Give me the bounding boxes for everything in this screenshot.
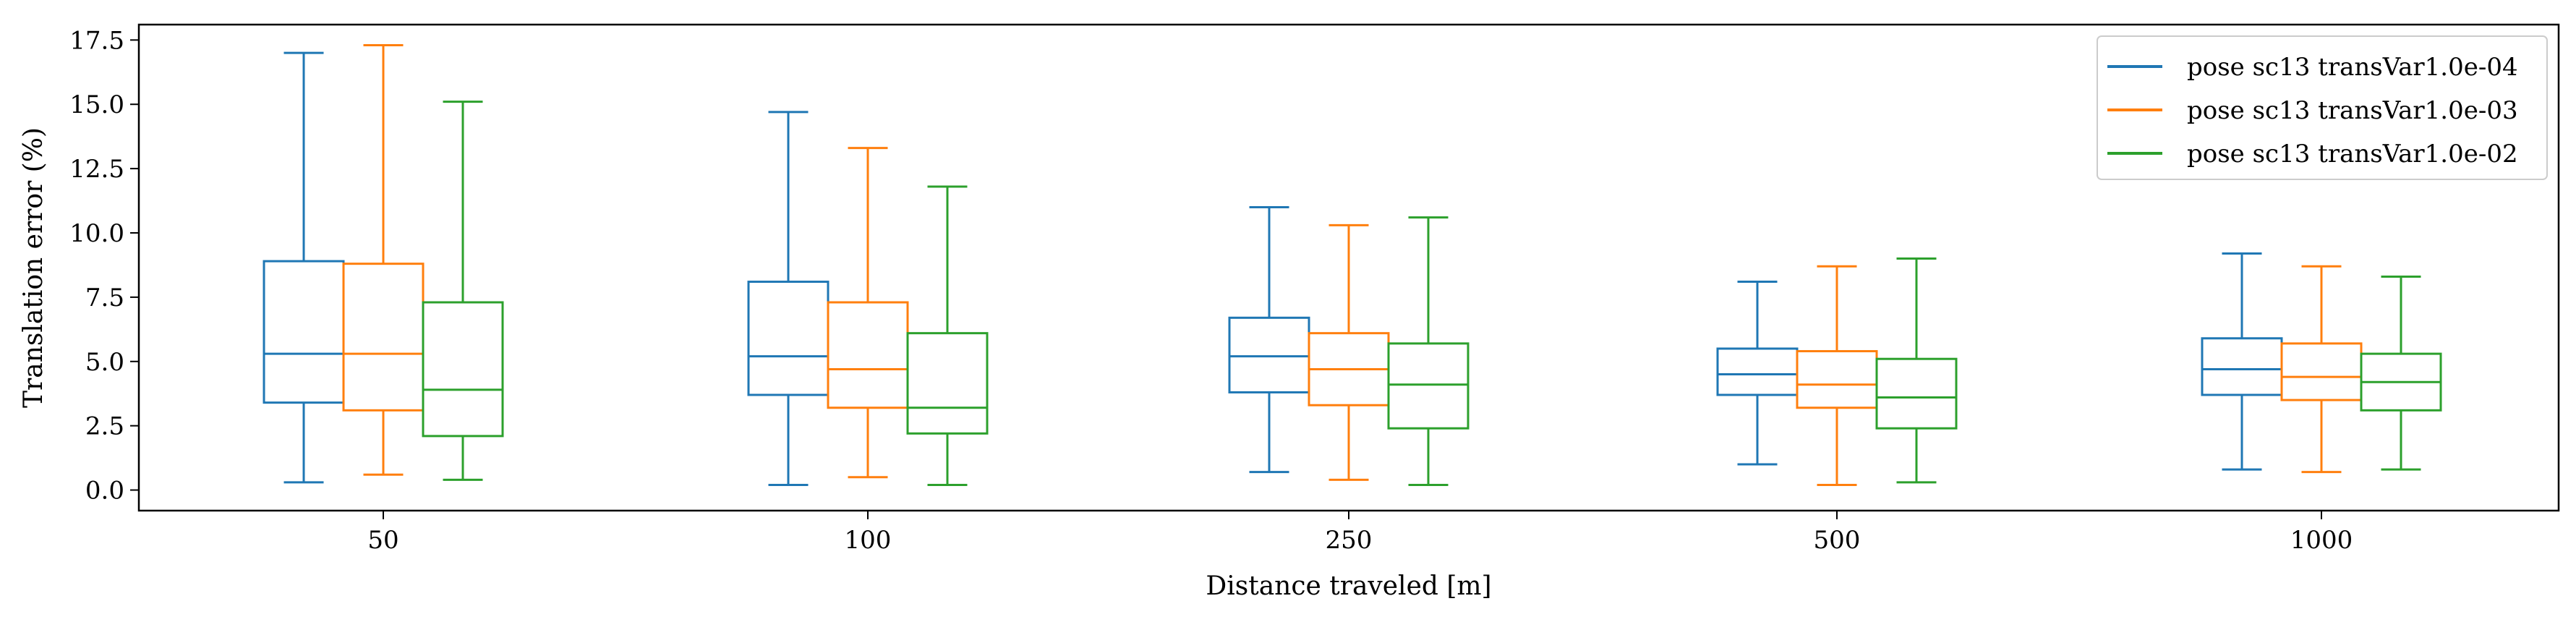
box: [1875, 357, 1958, 430]
y-axis: 0.0 2.5 5.0 7.5 10.0 12.5 15.0 17.5: [69, 26, 139, 506]
legend: pose sc13 transVar1.0e-04 pose sc13 trans…: [2097, 35, 2548, 180]
box: [1387, 342, 1470, 430]
legend-frame: [2097, 35, 2548, 180]
x-tick-label: 50: [367, 526, 398, 555]
y-tick-label: 12.5: [69, 155, 124, 184]
legend-label: pose sc13 transVar1.0e-04: [2187, 53, 2518, 82]
y-tick-label: 15.0: [69, 90, 124, 119]
x-axis-title: Distance traveled [m]: [1206, 571, 1491, 601]
y-tick-label: 7.5: [85, 284, 124, 312]
box-plot: [1387, 216, 1470, 486]
y-tick-label: 17.5: [69, 26, 124, 55]
x-axis: 50 100 250 500 1000: [367, 511, 2353, 555]
x-tick-label: 100: [845, 526, 892, 555]
y-tick-label: 10.0: [69, 219, 124, 248]
y-tick-label: 5.0: [85, 348, 124, 377]
box: [422, 301, 504, 438]
x-tick-label: 500: [1814, 526, 1861, 555]
y-axis-title: Translation error (%): [19, 127, 48, 408]
box-plot: [1875, 257, 1958, 484]
boxes-layer: [263, 43, 2442, 486]
box-plot: [422, 101, 504, 481]
x-tick-label: 1000: [2290, 526, 2353, 555]
box-plot: [2280, 265, 2363, 474]
box-plot: [263, 51, 345, 484]
x-tick-label: 250: [1326, 526, 1373, 555]
box-plot: [2360, 275, 2442, 471]
plot-frame: [137, 23, 2560, 512]
box-plot: [906, 185, 989, 486]
y-tick-label: 2.5: [85, 412, 124, 441]
y-tick-label: 0.0: [85, 477, 124, 506]
box: [906, 332, 989, 435]
legend-label: pose sc13 transVar1.0e-03: [2187, 96, 2518, 125]
legend-label: pose sc13 transVar1.0e-02: [2187, 140, 2518, 169]
